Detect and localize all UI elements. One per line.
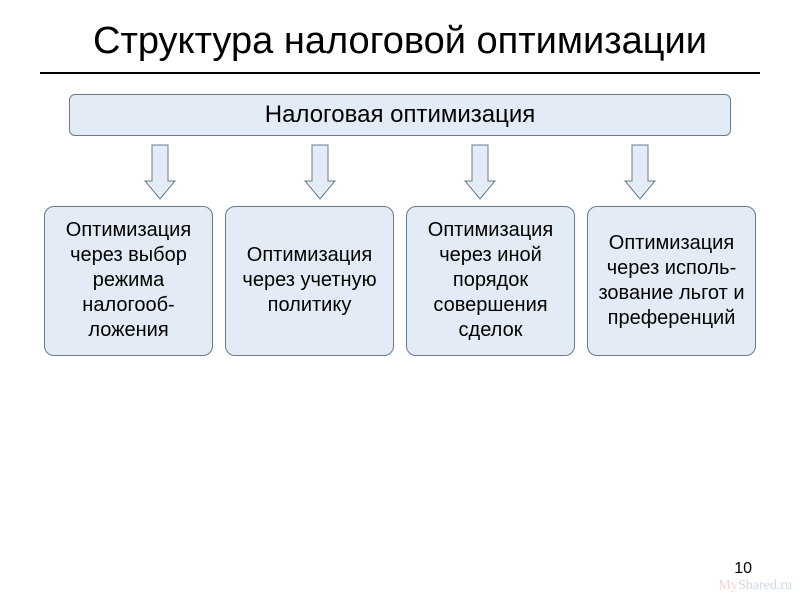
arrow-down-icon	[624, 144, 656, 200]
watermark-my: My	[718, 578, 737, 593]
leaf-2-label: Оптимизация через учетную политику	[232, 243, 387, 318]
arrow-down-icon	[144, 144, 176, 200]
arrow-3	[464, 144, 496, 200]
arrows-row	[80, 144, 720, 200]
leaf-3-label: Оптимизация через иной порядок совершени…	[413, 218, 568, 343]
leaf-4-label: Оптимизация через исполь- зование льгот …	[594, 231, 749, 331]
watermark-sh: Sh	[738, 578, 753, 593]
arrow-down-icon	[304, 144, 336, 200]
leaf-3: Оптимизация через иной порядок совершени…	[406, 206, 575, 356]
root-node-label: Налоговая оптимизация	[265, 101, 536, 128]
arrow-2	[304, 144, 336, 200]
title-underline	[40, 72, 760, 74]
arrow-4	[624, 144, 656, 200]
slide-title: Структура налоговой оптимизации	[40, 20, 760, 64]
root-node: Налоговая оптимизация	[69, 94, 731, 136]
leaf-1: Оптимизация через выбор режима налогооб-…	[44, 206, 213, 356]
leaf-1-label: Оптимизация через выбор режима налогооб-…	[51, 218, 206, 343]
watermark: MyShared.ru	[718, 578, 792, 594]
leaf-4: Оптимизация через исполь- зование льгот …	[587, 206, 756, 356]
leaf-row: Оптимизация через выбор режима налогооб-…	[44, 206, 756, 356]
leaf-2: Оптимизация через учетную политику	[225, 206, 394, 356]
slide: Структура налоговой оптимизации Налогова…	[0, 0, 800, 600]
page-number: 10	[734, 560, 752, 578]
arrow-down-icon	[464, 144, 496, 200]
arrow-1	[144, 144, 176, 200]
watermark-ru: ared.ru	[753, 578, 792, 593]
